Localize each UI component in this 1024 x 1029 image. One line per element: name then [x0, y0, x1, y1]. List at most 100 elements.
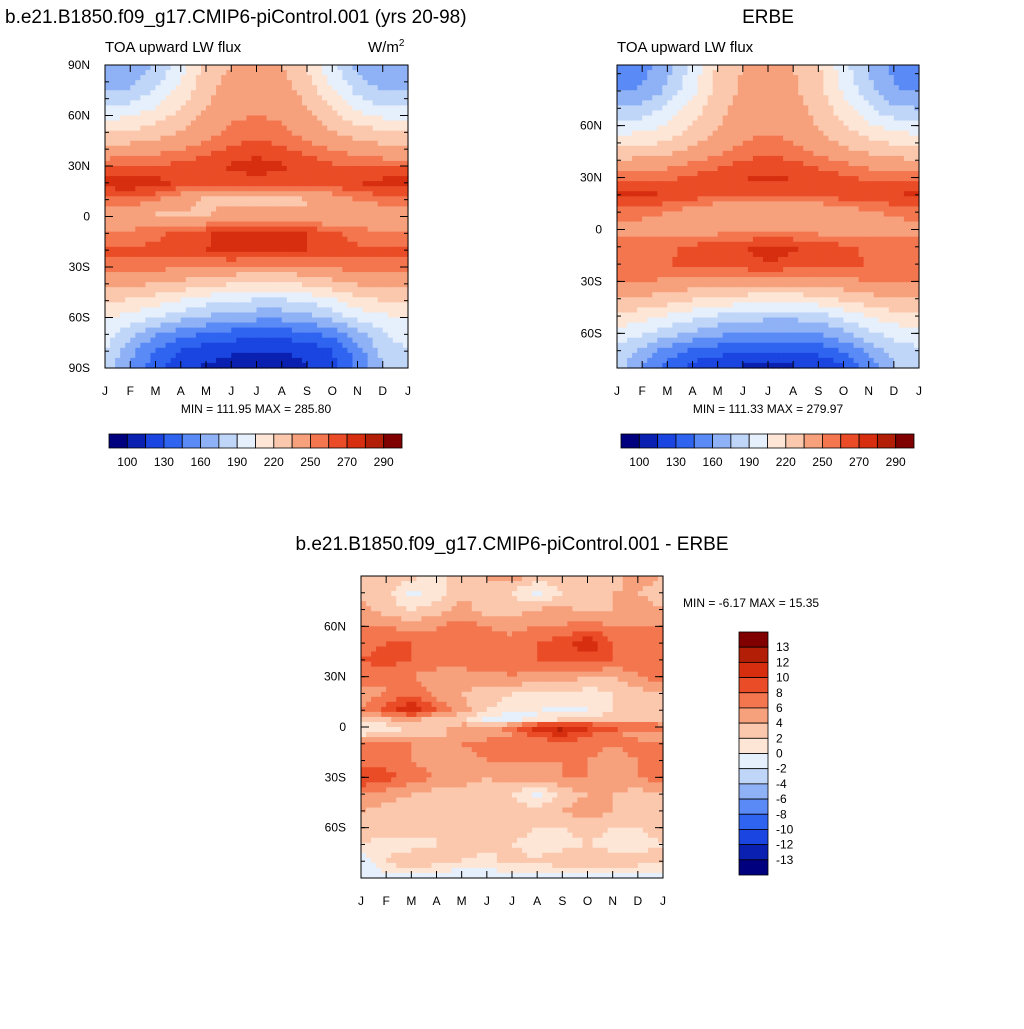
- model-cell: [145, 211, 151, 217]
- model-cell: [231, 292, 237, 298]
- model-cell: [292, 297, 298, 303]
- erbe-cell: [622, 100, 628, 106]
- model-cell: [282, 247, 288, 253]
- model-cell: [342, 196, 348, 202]
- model-cell: [211, 242, 217, 248]
- model-cell: [378, 191, 384, 197]
- model-cell: [398, 126, 404, 132]
- model-cell: [393, 277, 399, 283]
- model-cell: [358, 257, 364, 263]
- model-cell: [388, 131, 394, 137]
- model-cell: [267, 227, 273, 233]
- model-cell: [352, 262, 358, 268]
- model-cell: [272, 247, 278, 253]
- model-cell: [206, 105, 212, 111]
- erbe-cell: [703, 105, 709, 111]
- model-cell: [120, 232, 126, 238]
- model-cell: [221, 277, 227, 283]
- model-cell: [272, 297, 278, 303]
- model-cell: [135, 161, 141, 167]
- model-cell: [231, 338, 237, 344]
- erbe-cell: [753, 141, 759, 147]
- erbe-cell: [783, 110, 789, 116]
- model-cell: [221, 156, 227, 162]
- erbe-cell: [808, 75, 814, 81]
- erbe-cell: [657, 80, 663, 86]
- erbe-cell: [844, 136, 850, 142]
- model-cell: [191, 227, 197, 233]
- model-cell: [358, 267, 364, 273]
- erbe-cell: [708, 121, 714, 127]
- model-cell: [221, 90, 227, 96]
- erbe-cell: [894, 151, 900, 157]
- model-cell: [226, 181, 232, 187]
- model-cell: [393, 297, 399, 303]
- model-cell: [347, 323, 353, 329]
- erbe-cell: [899, 166, 905, 172]
- model-cell: [251, 227, 257, 233]
- model-cell: [292, 191, 298, 197]
- model-cell: [307, 343, 313, 349]
- model-cell: [246, 70, 252, 76]
- model-cell: [181, 196, 187, 202]
- model-cell: [166, 277, 172, 283]
- model-cell: [297, 126, 303, 132]
- erbe-cell: [864, 110, 870, 116]
- model-cell: [383, 156, 389, 162]
- model-cell: [216, 196, 222, 202]
- model-cell: [166, 80, 172, 86]
- model-cell: [257, 70, 263, 76]
- model-cell: [186, 85, 192, 91]
- model-cell: [267, 328, 273, 334]
- erbe-cell: [808, 90, 814, 96]
- model-cell: [186, 80, 192, 86]
- model-cell: [262, 176, 268, 182]
- model-cell: [206, 232, 212, 238]
- model-cell: [211, 222, 217, 228]
- model-cell: [347, 100, 353, 106]
- model-cell: [171, 191, 177, 197]
- erbe-cell: [894, 121, 900, 127]
- model-cell: [196, 262, 202, 268]
- erbe-cell: [773, 136, 779, 142]
- erbe-cell: [672, 126, 678, 132]
- model-cell: [216, 80, 222, 86]
- model-cell: [327, 156, 333, 162]
- model-cell: [246, 358, 252, 364]
- erbe-cell: [677, 141, 683, 147]
- model-cell: [363, 343, 369, 349]
- erbe-cell: [788, 121, 794, 127]
- erbe-cell: [667, 126, 673, 132]
- model-cell: [166, 201, 172, 207]
- model-cell: [327, 121, 333, 127]
- model-cell: [231, 222, 237, 228]
- model-cell: [211, 141, 217, 147]
- erbe-cell: [698, 90, 704, 96]
- erbe-cell: [637, 131, 643, 137]
- model-cell: [140, 110, 146, 116]
- erbe-cell: [778, 141, 784, 147]
- model-cell: [226, 75, 232, 81]
- erbe-cell: [693, 116, 699, 122]
- erbe-cell: [687, 85, 693, 91]
- model-cell: [322, 206, 328, 212]
- erbe-cell: [813, 146, 819, 152]
- model-cell: [272, 176, 278, 182]
- model-cell: [135, 323, 141, 329]
- model-cell: [181, 348, 187, 354]
- erbe-cell: [833, 75, 839, 81]
- model-cell: [166, 171, 172, 177]
- model-cell: [307, 262, 313, 268]
- erbe-cell: [778, 100, 784, 106]
- erbe-cell: [728, 121, 734, 127]
- model-cell: [352, 196, 358, 202]
- model-cell: [337, 277, 343, 283]
- model-cell: [363, 282, 369, 288]
- model-cell: [130, 146, 136, 152]
- model-cell: [302, 161, 308, 167]
- model-cell: [287, 151, 293, 157]
- erbe-cell: [854, 116, 860, 122]
- model-cell: [393, 257, 399, 263]
- model-cell: [398, 181, 404, 187]
- model-cell: [156, 116, 162, 122]
